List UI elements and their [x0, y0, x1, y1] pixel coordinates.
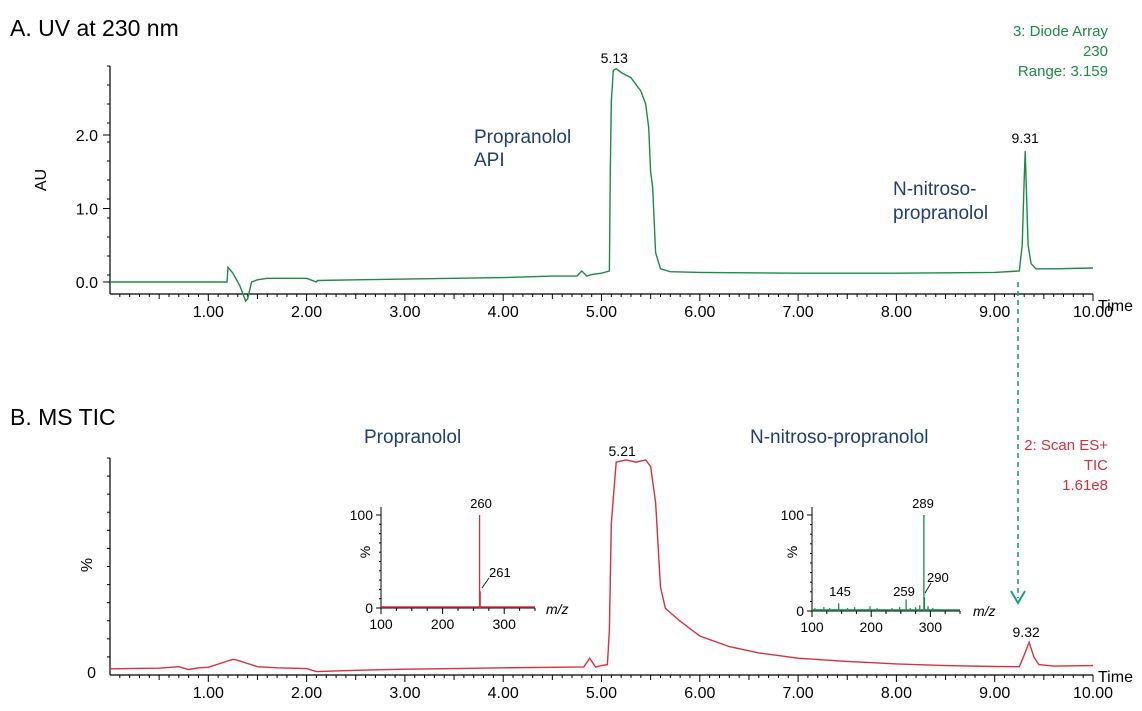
panel-a-peak-label-5.13: 5.13 [601, 50, 628, 66]
panel-b: B. MS TIC 2: Scan ES+ TIC 1.61e8 % Propr… [10, 404, 1133, 702]
panel-b-x-tick-label: 6.00 [684, 685, 715, 702]
inset-2-y-tick-label: 0 [796, 603, 804, 619]
panel-b-peak-label-9.32: 9.32 [1013, 624, 1040, 640]
inset-1-peak-label-261: 261 [489, 565, 511, 580]
inset-1-peak-label-260: 260 [470, 496, 492, 511]
panel-b-axes: 1.00 2.00 3.00 4.00 5.00 6.00 7.00 8.00 9.00 10.0… [87, 457, 1113, 702]
panel-b-x-tick-label: 8.00 [881, 685, 912, 702]
inset-1-ylabel: % [357, 546, 373, 558]
panel-a-x-tick-label: 7.00 [783, 304, 814, 321]
panel-a-y-tick-label: 0.0 [76, 275, 98, 292]
panel-a-peak-label-9.31: 9.31 [1012, 130, 1039, 146]
inset-2-peak-290-leader [924, 582, 932, 594]
inset-2-xlabel: m/z [973, 603, 996, 619]
panel-a-x-tick-label: 5.00 [586, 304, 617, 321]
panel-a-x-tick-label: 1.00 [193, 304, 224, 321]
panel-b-x-tick-label: 5.00 [586, 685, 617, 702]
inset-1-x-tick-label: 300 [493, 616, 517, 632]
inset-1-bars [381, 515, 535, 608]
panel-a-xlabel: Time [1098, 298, 1133, 315]
panel-a-x-tick-label: 9.00 [979, 304, 1010, 321]
panel-b-detector-line-2: TIC [1084, 457, 1108, 474]
inset-2-x-tick-label: 200 [860, 619, 884, 635]
panel-a-ylabel: AU [33, 169, 50, 191]
panel-b-x-tick-label: 10.00 [1073, 685, 1113, 702]
panel-a-x-tick-label: 8.00 [881, 304, 912, 321]
inset-2-x-tick-label: 300 [919, 619, 943, 635]
panel-b-tic-trace [109, 459, 1094, 673]
panel-a-uv-trace [110, 67, 1094, 303]
panel-a-x-tick-label: 2.00 [291, 304, 322, 321]
panel-b-x-tick-label: 9.00 [979, 685, 1010, 702]
inset-1-y-tick-label: 0 [365, 600, 373, 616]
inset-2-bars [812, 515, 960, 611]
inset-2-x-tick-label: 100 [800, 619, 824, 635]
inset-2-ylabel: % [784, 546, 800, 558]
panel-a-detector-line-3: Range: 3.159 [1018, 63, 1108, 80]
panel-a-detector-line-2: 230 [1083, 43, 1108, 60]
panel-b-peak-label-5.21: 5.21 [609, 443, 636, 459]
panel-b-x-tick-label: 7.00 [783, 685, 814, 702]
inset-2-peak-label-290: 290 [927, 570, 949, 585]
panel-b-x-tick-label: 2.00 [291, 685, 322, 702]
panel-a-annotation-api-line-2: API [474, 150, 505, 171]
panel-a-axes: 1.00 2.00 3.00 4.00 5.00 6.00 7.00 8.00 9.00 10.0… [76, 65, 1113, 321]
inset-1-x-tick-label: 100 [369, 616, 393, 632]
panel-b-title: B. MS TIC [10, 404, 116, 430]
panel-b-detector-line-3: 1.61e8 [1062, 477, 1108, 494]
panel-b-ylabel: % [79, 558, 96, 572]
panel-a: A. UV at 230 nm 3: Diode Array 230 Range… [10, 15, 1133, 321]
panel-a-y-tick-label: 2.0 [76, 128, 98, 145]
panel-a-y-tick-label: 1.0 [76, 202, 98, 219]
panel-a-x-tick-label: 4.00 [488, 304, 519, 321]
panel-a-annotation-nitroso-line-2: propranolol [893, 203, 988, 224]
peak-connector-arrow [1010, 282, 1026, 605]
panel-b-x-tick-label: 4.00 [488, 685, 519, 702]
panel-b-x-tick-label: 3.00 [389, 685, 420, 702]
panel-b-x-tick-label: 1.00 [193, 685, 224, 702]
inset-2-peak-label-259: 259 [893, 584, 915, 599]
panel-a-x-tick-label: 10.00 [1073, 304, 1113, 321]
panel-a-annotation-nitroso-line-1: N-nitroso- [893, 179, 976, 200]
inset-1-peak-261-leader [481, 577, 490, 589]
panel-b-detector-line-1: 2: Scan ES+ [1024, 437, 1108, 454]
inset-2-y-tick-label: 100 [781, 507, 805, 523]
panel-b-annotation-nitroso: N-nitroso-propranolol [750, 427, 928, 448]
inset-2-peak-label-289: 289 [912, 496, 934, 511]
panel-b-xlabel: Time [1098, 669, 1133, 686]
inset-2-peak-label-145: 145 [829, 584, 851, 599]
panel-a-x-tick-label: 3.00 [389, 304, 420, 321]
inset-1-x-tick-label: 200 [431, 616, 455, 632]
panel-a-title: A. UV at 230 nm [10, 15, 179, 41]
panel-a-x-tick-label: 6.00 [684, 304, 715, 321]
inset-1-y-tick-label: 100 [350, 507, 374, 523]
panel-a-detector-line-1: 3: Diode Array [1013, 23, 1109, 40]
panel-b-y-tick-label: 0 [87, 665, 96, 682]
inset-1-xlabel: m/z [546, 601, 569, 617]
panel-a-annotation-api-line-1: Propranolol [474, 127, 571, 148]
panel-b-annotation-propranolol: Propranolol [364, 427, 461, 448]
